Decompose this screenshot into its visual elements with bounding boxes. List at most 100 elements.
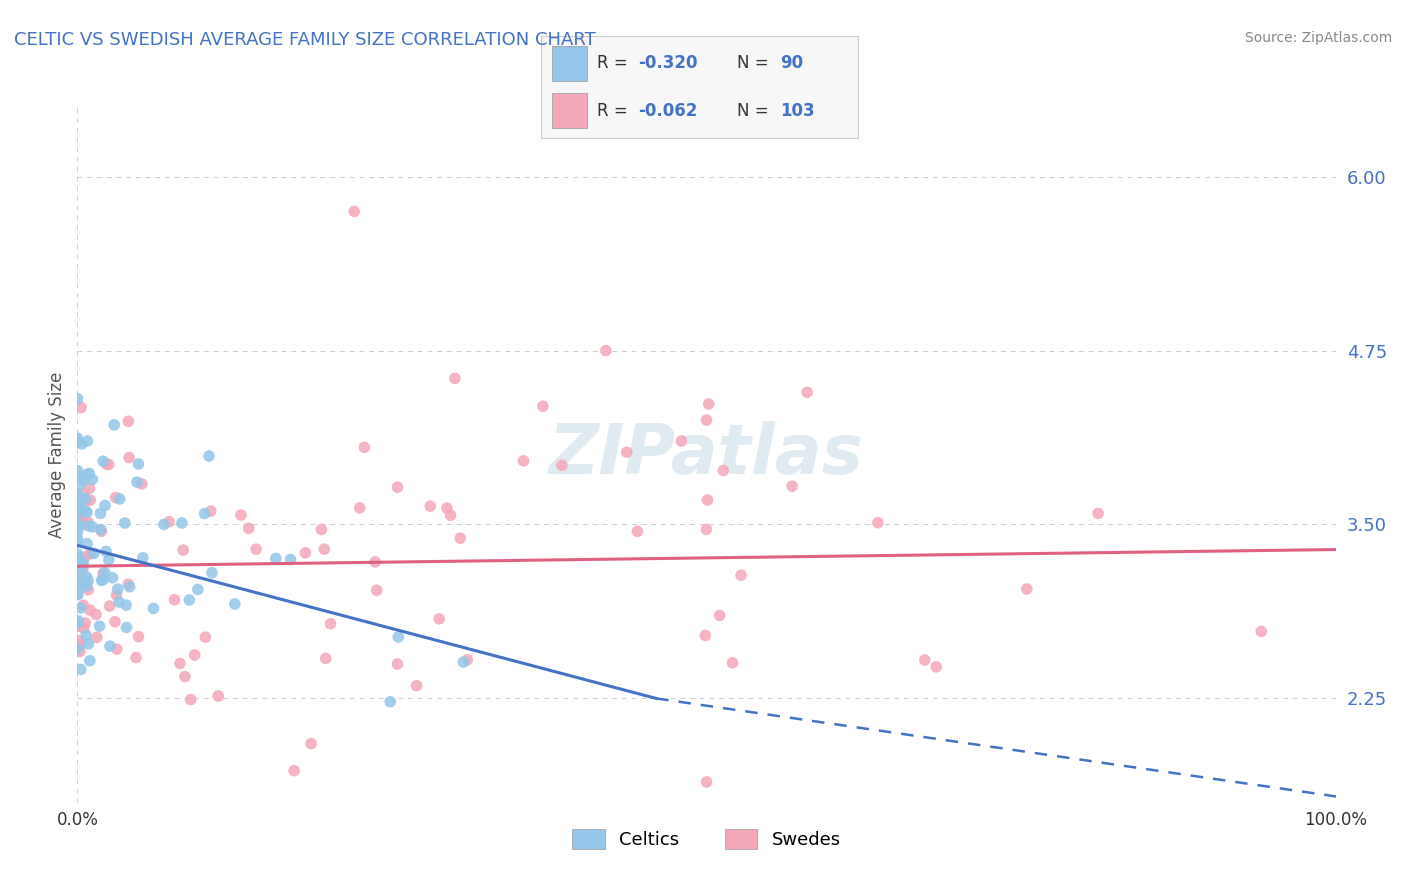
Point xyxy=(77,467,100,481)
Point xyxy=(711,463,734,477)
Point xyxy=(90,523,112,537)
Text: -0.320: -0.320 xyxy=(638,54,697,72)
Point xyxy=(730,568,752,582)
Point xyxy=(89,619,111,633)
Point xyxy=(696,493,718,508)
Text: -0.062: -0.062 xyxy=(638,102,697,120)
Point xyxy=(201,566,224,580)
Point xyxy=(72,621,94,635)
Point xyxy=(153,517,176,532)
Y-axis label: Average Family Size: Average Family Size xyxy=(48,372,66,538)
Point xyxy=(696,413,718,427)
Point xyxy=(66,550,89,565)
Point xyxy=(79,493,101,508)
Point xyxy=(387,480,409,494)
Point xyxy=(419,499,441,513)
Point xyxy=(866,516,889,530)
Point xyxy=(207,689,229,703)
Point xyxy=(77,519,100,533)
Point xyxy=(512,454,534,468)
Text: R =: R = xyxy=(596,54,633,72)
Point xyxy=(69,552,91,566)
Point xyxy=(187,582,209,597)
Point xyxy=(66,507,89,521)
Point xyxy=(299,737,322,751)
Point xyxy=(76,493,98,508)
Text: N =: N = xyxy=(738,102,775,120)
Point xyxy=(117,577,139,591)
Legend: Celtics, Swedes: Celtics, Swedes xyxy=(565,822,848,856)
Text: ZIPatlas: ZIPatlas xyxy=(548,421,865,489)
Point xyxy=(142,601,165,615)
Point xyxy=(66,641,89,656)
Point xyxy=(449,531,471,545)
Point xyxy=(114,516,136,530)
Point xyxy=(117,414,139,428)
Point xyxy=(179,593,201,607)
Point xyxy=(387,657,409,671)
Point xyxy=(132,550,155,565)
Point xyxy=(96,457,118,471)
Point xyxy=(456,653,478,667)
Point xyxy=(72,559,94,574)
Point xyxy=(66,486,89,500)
Point xyxy=(697,397,720,411)
Point xyxy=(94,499,117,513)
Point xyxy=(696,775,718,789)
Point xyxy=(311,523,333,537)
Point xyxy=(75,504,97,518)
Point xyxy=(77,574,100,588)
Point xyxy=(67,566,90,580)
Point xyxy=(319,616,342,631)
Text: 90: 90 xyxy=(780,54,803,72)
Point xyxy=(671,434,693,448)
Point xyxy=(436,501,458,516)
Point xyxy=(264,551,287,566)
Point xyxy=(104,491,127,505)
Point xyxy=(1015,582,1038,596)
Point xyxy=(94,566,117,580)
Point xyxy=(118,450,141,465)
Point xyxy=(76,434,98,448)
Point xyxy=(193,507,215,521)
Point xyxy=(380,695,402,709)
Point xyxy=(91,573,114,587)
Point xyxy=(695,628,717,642)
Point xyxy=(125,475,148,490)
Point xyxy=(79,654,101,668)
Point xyxy=(103,417,125,432)
Point xyxy=(128,457,150,471)
Point xyxy=(157,515,180,529)
Point xyxy=(66,434,89,449)
Point xyxy=(66,488,89,502)
Point xyxy=(595,343,617,358)
Point xyxy=(82,520,104,534)
Point xyxy=(89,507,111,521)
Point xyxy=(131,476,153,491)
Point xyxy=(194,630,217,644)
Point xyxy=(66,587,89,601)
Point xyxy=(405,679,427,693)
Point xyxy=(427,612,450,626)
Point xyxy=(198,449,221,463)
Point xyxy=(108,595,131,609)
Point xyxy=(238,521,260,535)
Point xyxy=(66,581,89,595)
Point xyxy=(200,504,222,518)
Point xyxy=(780,479,803,493)
Point xyxy=(97,458,120,472)
Point xyxy=(67,555,90,569)
Point xyxy=(66,464,89,478)
Point xyxy=(67,637,90,651)
Point xyxy=(98,599,121,613)
Point xyxy=(76,579,98,593)
FancyBboxPatch shape xyxy=(553,46,588,81)
Point xyxy=(97,553,120,567)
Point xyxy=(66,524,89,539)
Point xyxy=(172,543,194,558)
Point xyxy=(72,486,94,500)
Point xyxy=(84,607,107,622)
Text: R =: R = xyxy=(596,102,633,120)
Point xyxy=(90,574,112,588)
Point xyxy=(76,467,98,482)
